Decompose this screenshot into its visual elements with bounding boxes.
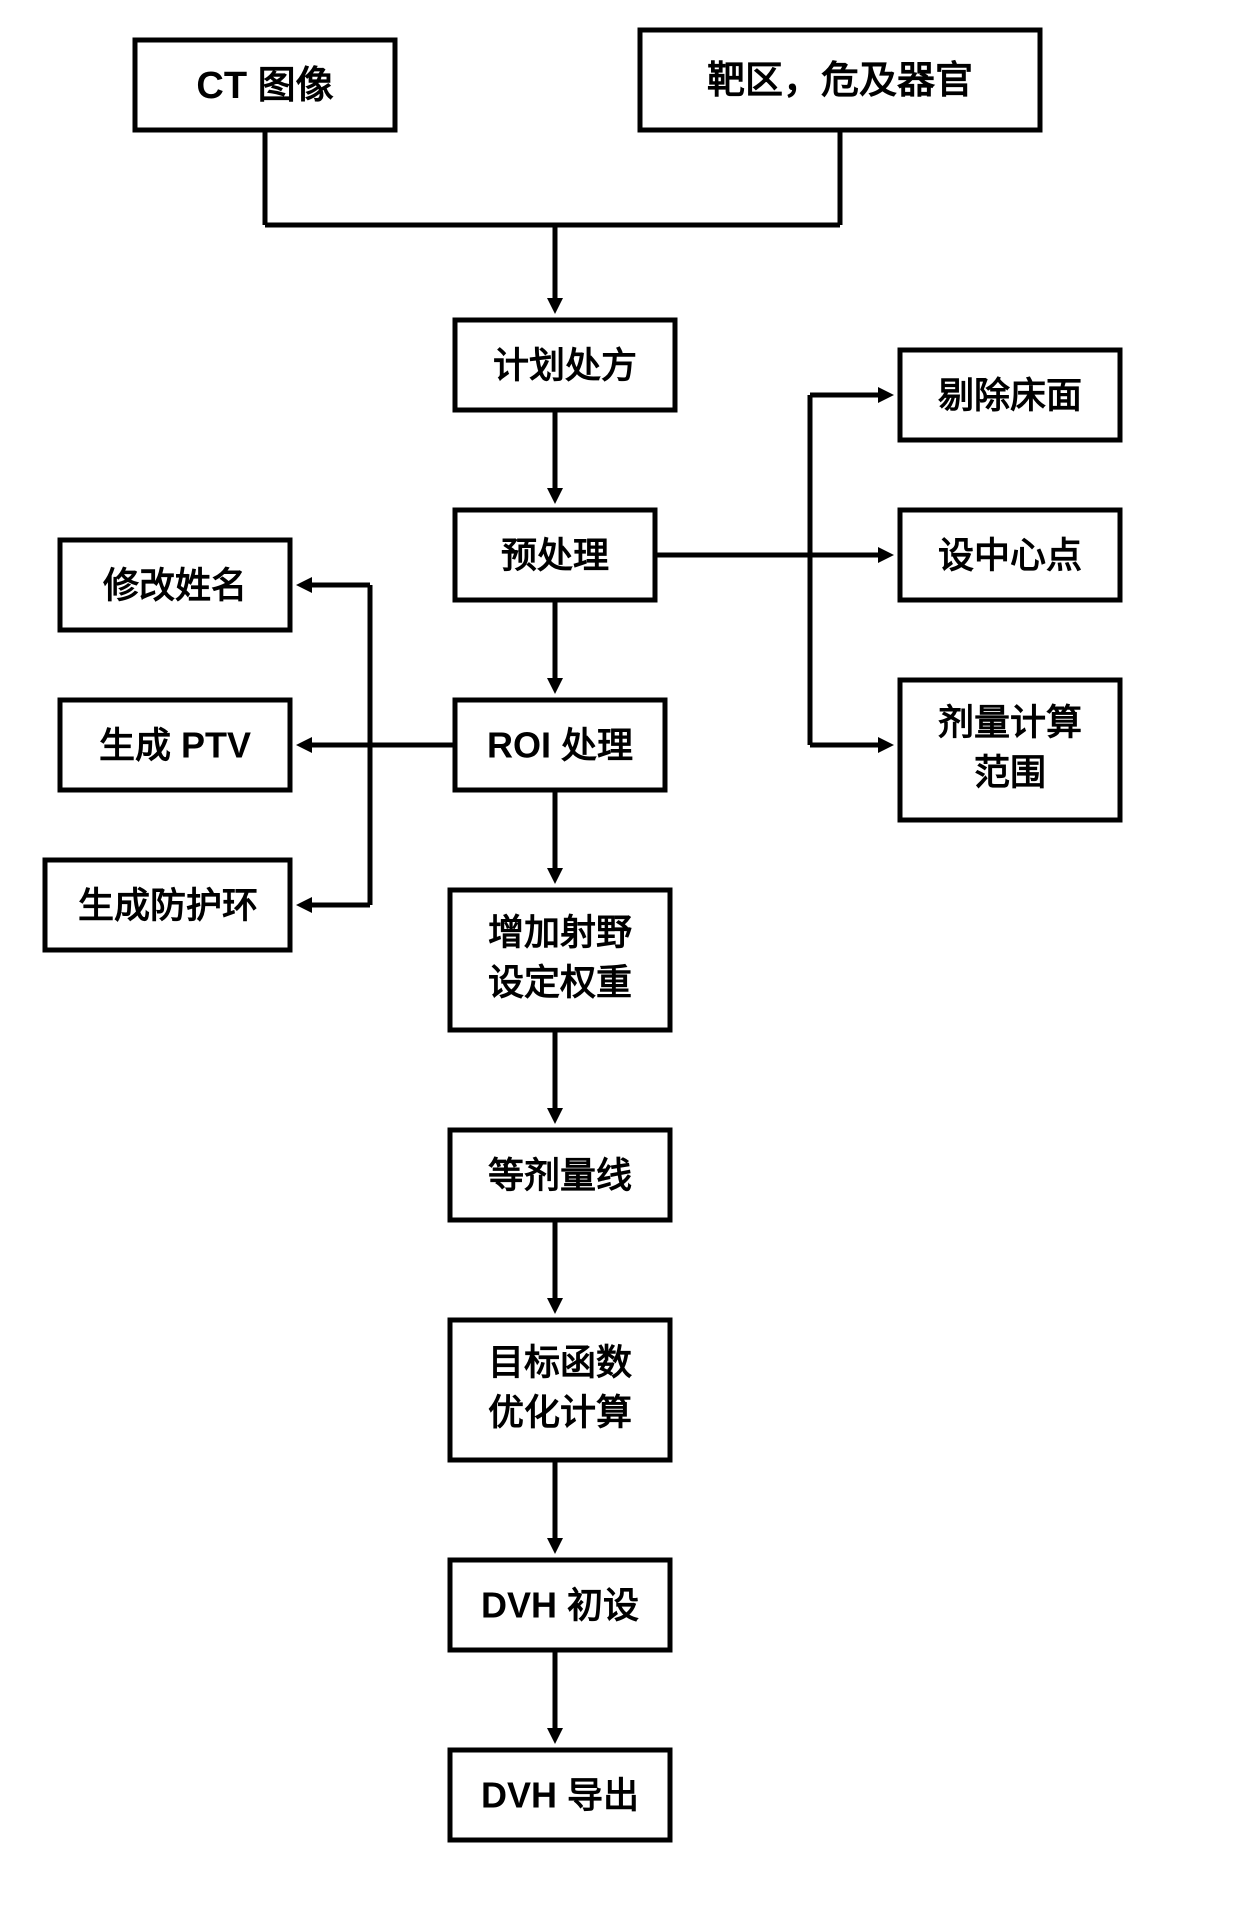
isodose-lines-label: 等剂量线 — [488, 1155, 632, 1196]
dvh-initial-label: DVH 初设 — [481, 1585, 639, 1626]
target-organs-label: 靶区，危及器官 — [707, 60, 973, 102]
preprocessing-label: 预处理 — [501, 535, 609, 576]
roi-processing-label: ROI 处理 — [487, 725, 633, 766]
dvh-export-label: DVH 导出 — [481, 1775, 639, 1816]
dose-calc-range-label-1: 剂量计算 — [938, 702, 1082, 743]
remove-couch-label: 剔除床面 — [938, 375, 1082, 416]
modify-name-label: 修改姓名 — [103, 565, 247, 606]
dose-calc-range-label-2: 范围 — [974, 752, 1046, 793]
add-beams-label-1: 增加射野 — [488, 912, 632, 953]
objective-label-2: 优化计算 — [488, 1392, 632, 1433]
ct-image-label: CT 图像 — [196, 65, 333, 107]
set-center-label: 设中心点 — [938, 535, 1082, 576]
generate-ring-label: 生成防护环 — [78, 885, 258, 926]
plan-prescription-label: 计划处方 — [493, 345, 637, 386]
add-beams-label-2: 设定权重 — [488, 962, 632, 1003]
objective-label-1: 目标函数 — [488, 1342, 632, 1383]
generate-ptv-label: 生成 PTV — [99, 725, 251, 766]
